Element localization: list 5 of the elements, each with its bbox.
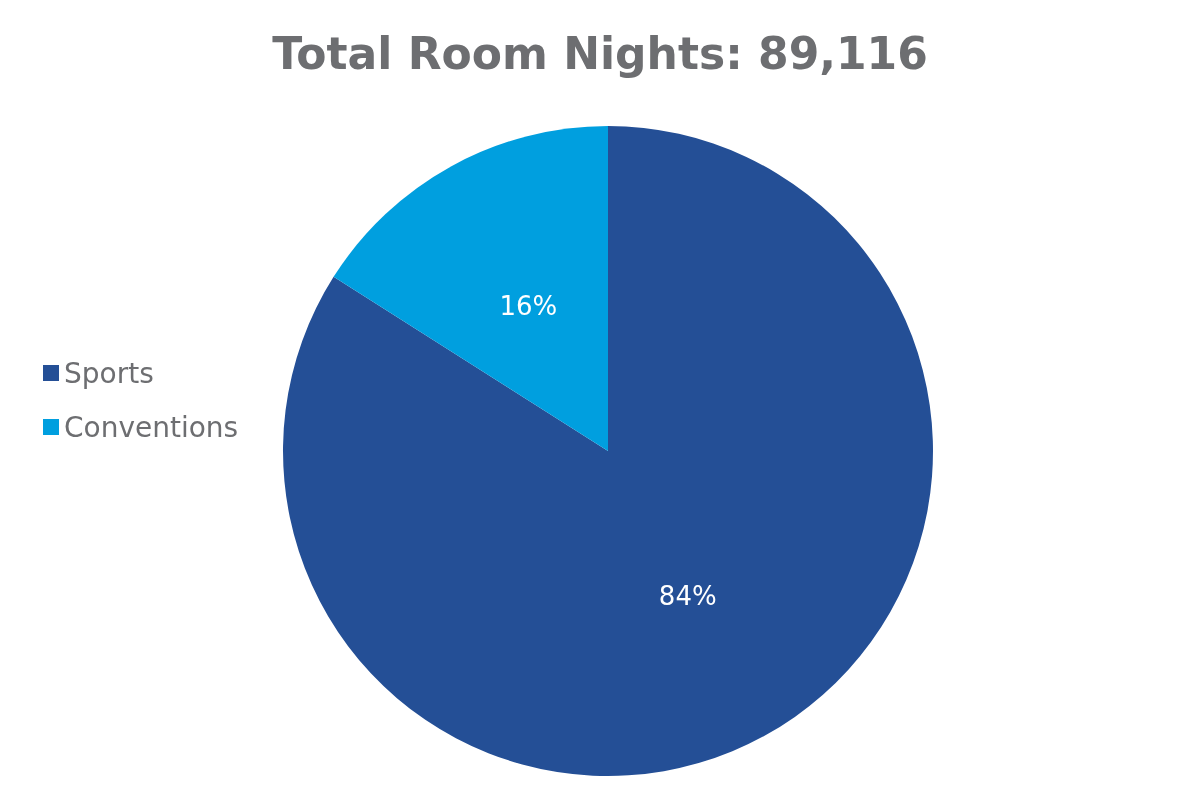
data-label: 16%	[499, 290, 558, 321]
legend-label: Conventions	[64, 410, 239, 444]
legend-label: Sports	[64, 356, 154, 390]
chart-title: Total Room Nights: 89,116	[272, 27, 928, 79]
data-label: 84%	[658, 581, 717, 612]
